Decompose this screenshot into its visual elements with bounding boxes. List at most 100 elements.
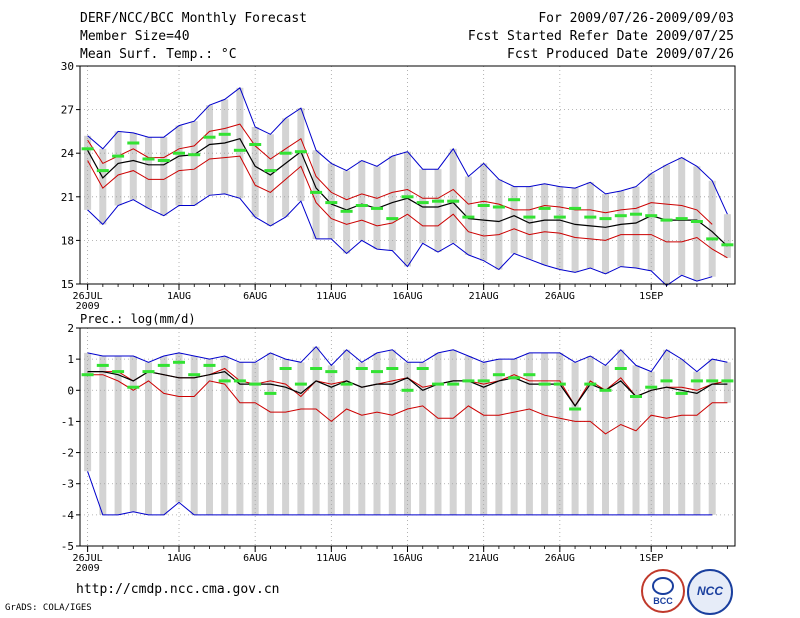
precip-max-line (87, 345, 728, 373)
member-size: Member Size=40 (80, 29, 190, 44)
precip-spread-box (434, 352, 442, 515)
temp-x-tick-label: 1AUG (167, 291, 191, 302)
temp-x-tick-label: 26JUL (73, 291, 103, 302)
precip-spread-box (251, 362, 259, 515)
temp-spread-box (419, 169, 427, 244)
precip-spread-box (464, 356, 472, 515)
precip-spread-box (541, 352, 549, 515)
temp-y-tick-label: 21 (61, 191, 74, 204)
temp-x-tick-label: 1SEP (639, 291, 663, 302)
ncc-logo-text: NCC (697, 584, 723, 598)
precip-spread-box (282, 359, 290, 515)
refer-date: Fcst Started Refer Date 2009/07/25 (467, 29, 734, 44)
precip-spread-box (571, 362, 579, 515)
temp-spread-box (236, 87, 244, 199)
temp-spread-box (145, 137, 152, 209)
temp-y-tick-label: 24 (61, 147, 75, 160)
temp-spread-box (312, 150, 320, 239)
temp-spread-box (541, 183, 549, 266)
precip-spread-box (404, 362, 411, 515)
precip-y-tick-label: 1 (67, 353, 74, 366)
precip-spread-box (449, 349, 457, 515)
precip-spread-box (145, 362, 152, 515)
precip-spread-box (343, 349, 351, 515)
precip-spread-box (297, 362, 305, 515)
precip-x-tick-label: 16AUG (392, 553, 422, 564)
precip-spread-box (663, 349, 670, 515)
temp-x-tick-label: 6AUG (243, 291, 267, 302)
bcc-logo: BCC (641, 569, 685, 613)
precip-spread-box (632, 365, 640, 515)
temp-spread-box (404, 151, 411, 267)
precip-spread-box (586, 356, 594, 515)
temp-spread-box (266, 134, 274, 226)
variable-label: Mean Surf. Temp.: °C (80, 47, 237, 62)
precip-spread-box (480, 362, 488, 515)
precip-spread-box (388, 349, 396, 515)
precip-year-label: 2009 (76, 563, 100, 574)
precip-y-tick-label: -5 (61, 540, 74, 553)
precip-spread-box (206, 359, 213, 515)
temp-spread-box (297, 108, 305, 202)
precip-spread-box (647, 371, 655, 515)
precip-variable-label: Prec.: log(mm/d) (80, 312, 196, 326)
precip-spread-box (678, 359, 686, 515)
precip-spread-box (708, 359, 716, 515)
temp-min-line (87, 193, 713, 287)
temp-spread-box (708, 180, 716, 277)
precip-spread-box (175, 352, 183, 503)
temp-spread-box (206, 105, 213, 196)
bcc-logo-text: BCC (653, 596, 673, 606)
precip-y-tick-label: -4 (61, 509, 75, 522)
precip-spread-box (373, 352, 381, 515)
temp-spread-box (480, 163, 488, 261)
precip-spread-box (419, 362, 427, 515)
temp-spread-box (663, 164, 670, 286)
temp-y-tick-label: 18 (61, 234, 74, 247)
temp-spread-box (190, 121, 198, 206)
temp-lower-line (87, 155, 728, 259)
temp-spread-box (282, 118, 290, 218)
temp-spread-box (678, 157, 686, 276)
website-url[interactable]: http://cmdp.ncc.cma.gov.cn (76, 582, 280, 597)
precip-spread-box (160, 356, 168, 515)
temp-spread-box (723, 214, 731, 258)
precip-x-tick-label: 26AUG (545, 553, 575, 564)
precip-spread-box (510, 359, 518, 515)
precip-spread-box (221, 356, 229, 515)
precip-spread-box (190, 356, 198, 515)
temp-x-tick-label: 11AUG (316, 291, 346, 302)
forecast-period: For 2009/07/26-2009/09/03 (538, 11, 734, 26)
precip-x-tick-label: 21AUG (469, 553, 499, 564)
temp-spread-box (434, 169, 442, 252)
precip-y-tick-label: -3 (61, 478, 74, 491)
temp-spread-box (221, 99, 229, 194)
temp-y-tick-label: 27 (61, 104, 74, 117)
precip-spread-box (312, 346, 320, 515)
globe-icon (652, 577, 674, 595)
precip-min-line (87, 471, 713, 516)
precip-y-tick-label: -1 (61, 415, 74, 428)
precip-spread-box (723, 362, 731, 403)
temp-year-label: 2009 (76, 301, 100, 312)
temp-max-line (87, 86, 728, 215)
precip-y-tick-label: 0 (67, 384, 74, 397)
temp-spread-box (617, 191, 625, 267)
precip-x-tick-label: 1AUG (167, 553, 191, 564)
temp-y-tick-label: 30 (61, 60, 74, 73)
precip-x-tick-label: 11AUG (316, 553, 346, 564)
precip-spread-box (358, 362, 366, 515)
temp-spread-box (449, 148, 457, 244)
temp-spread-box (99, 148, 107, 225)
temp-spread-box (586, 182, 594, 268)
precip-spread-box (114, 356, 122, 515)
temp-x-tick-label: 26AUG (545, 291, 575, 302)
precip-spread-box (556, 352, 564, 515)
temp-spread-box (388, 156, 396, 251)
temp-upper-line (87, 123, 713, 225)
precip-spread-box (617, 349, 625, 515)
temp-spread-box (129, 132, 137, 200)
temp-y-tick-label: 15 (61, 278, 74, 291)
precip-x-tick-label: 1SEP (639, 553, 663, 564)
